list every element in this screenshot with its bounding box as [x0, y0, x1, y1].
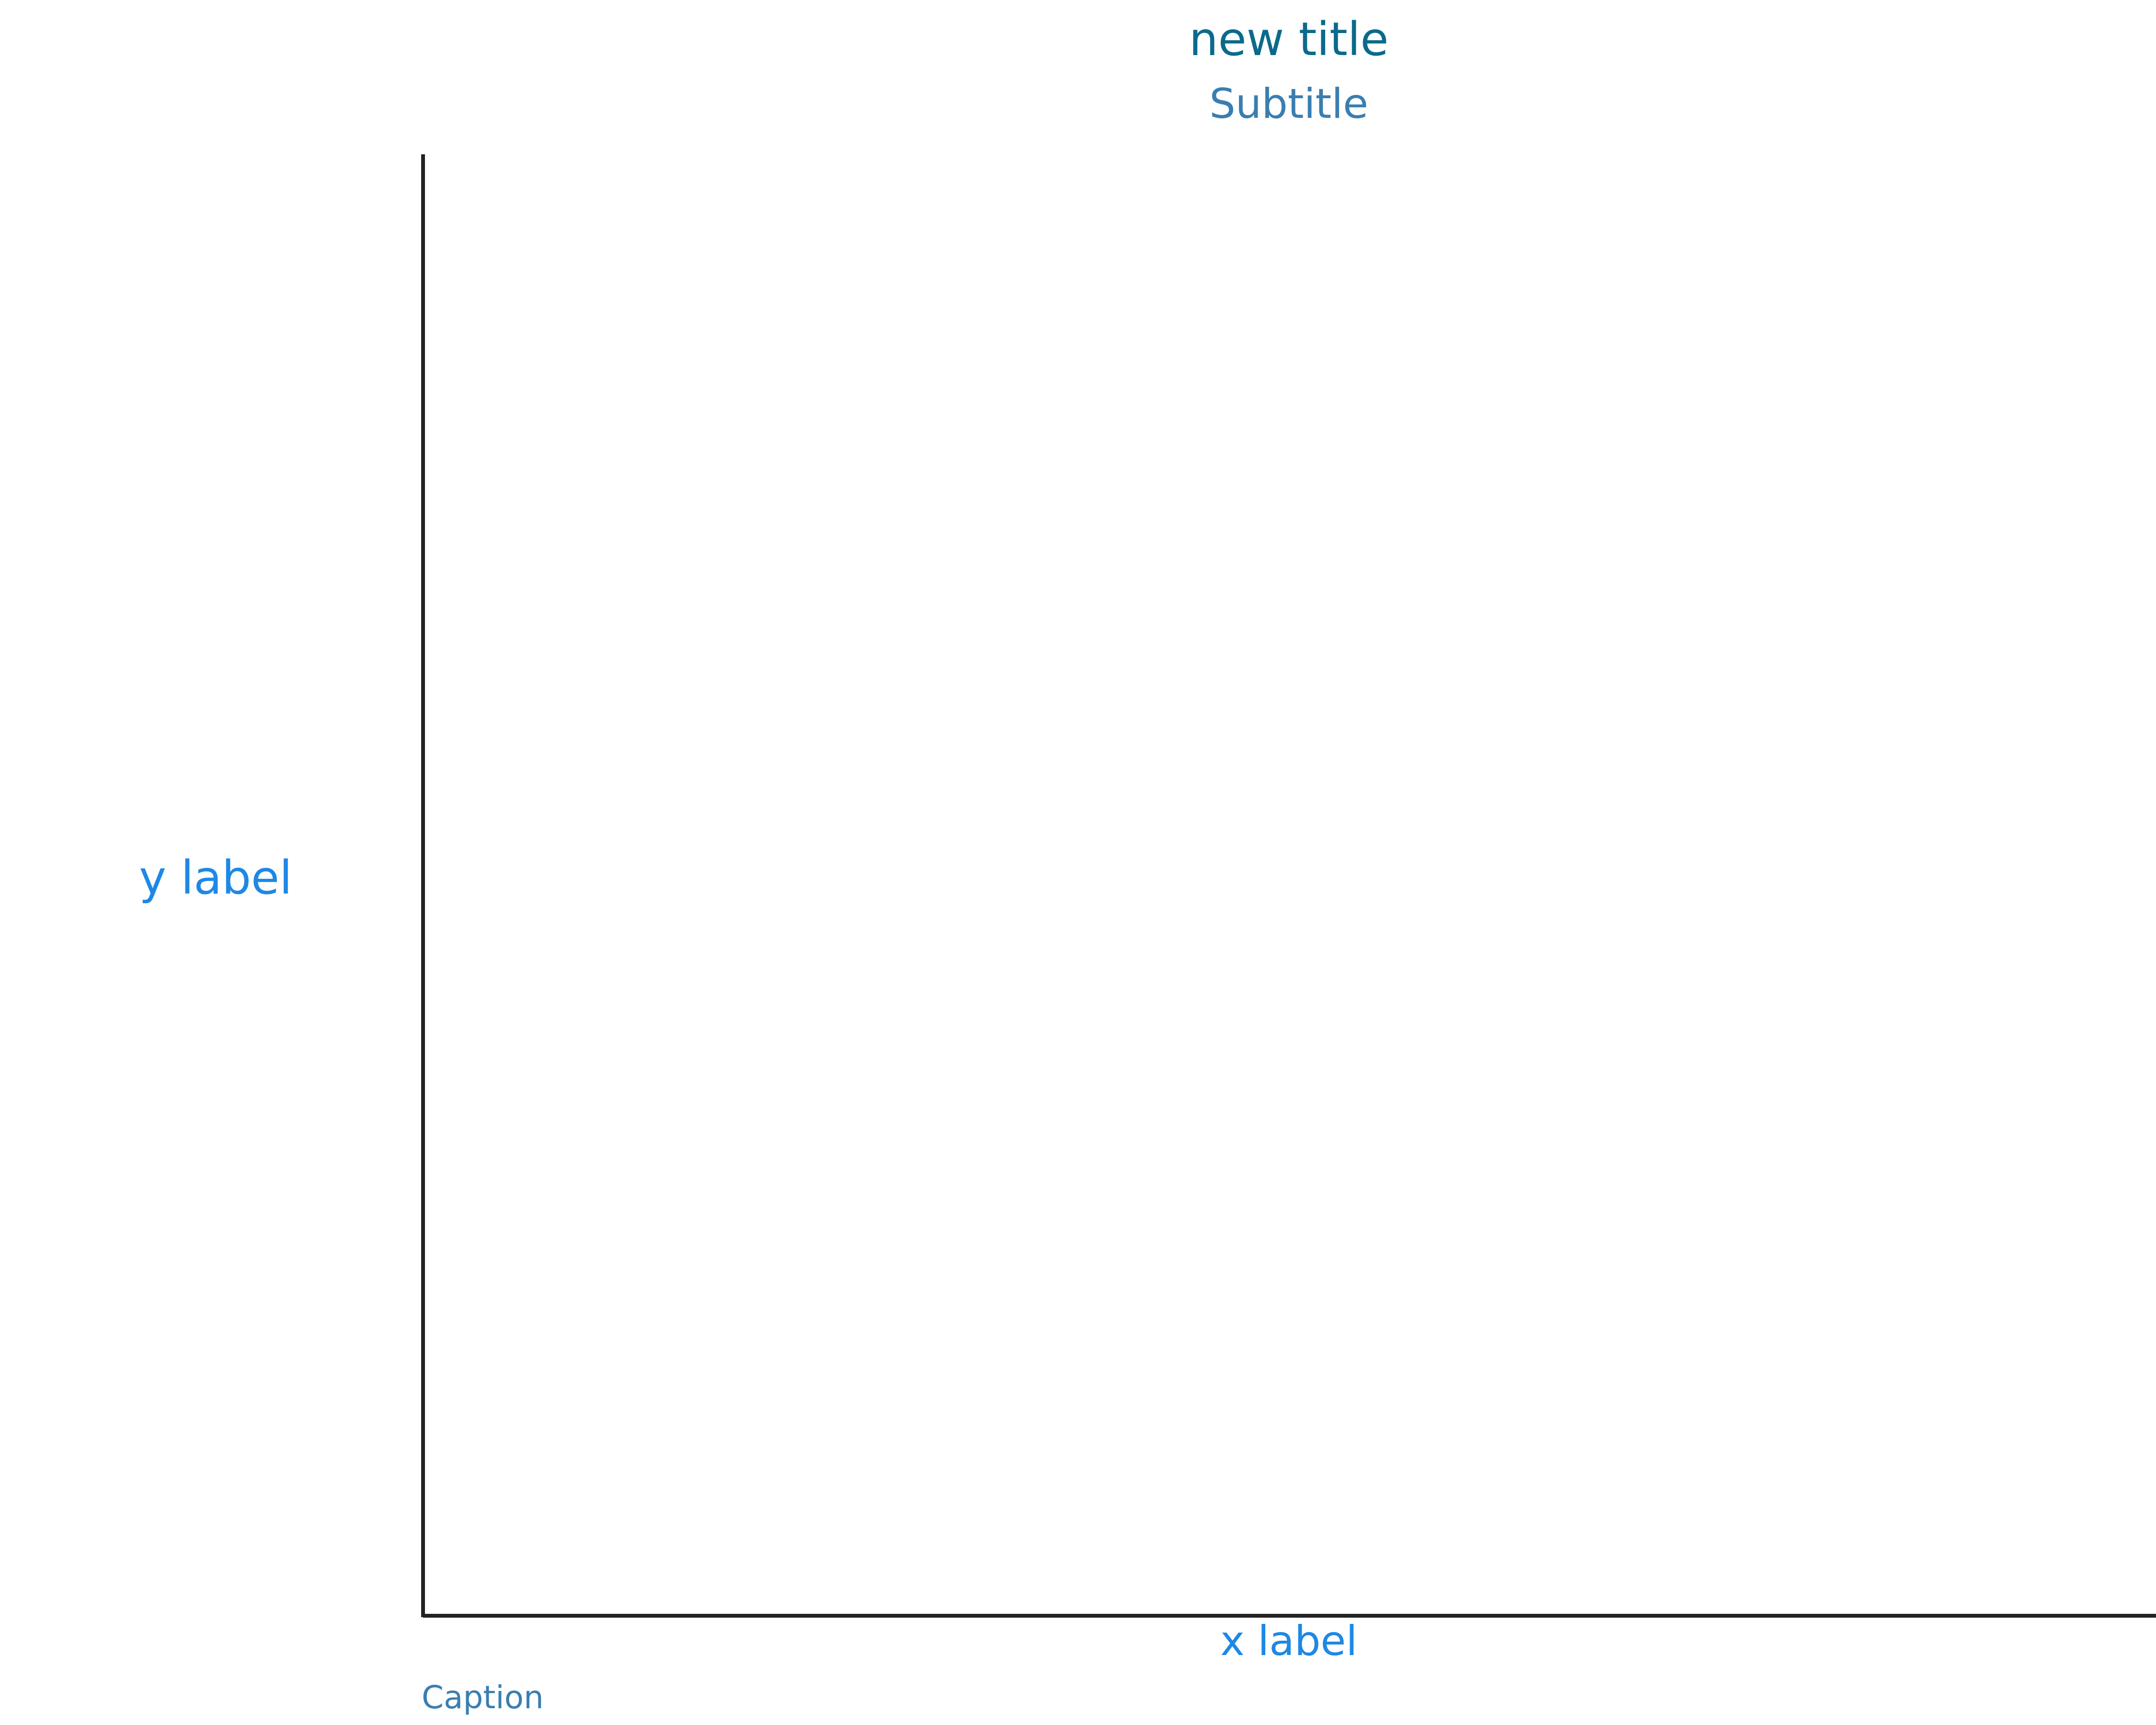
y-axis-label: y label	[139, 851, 292, 905]
chart-title: new title	[1189, 12, 1389, 66]
chart-caption: Caption	[422, 1679, 544, 1716]
x-axis-label: x label	[1220, 1617, 1358, 1665]
chart-subtitle: Subtitle	[1209, 80, 1368, 128]
